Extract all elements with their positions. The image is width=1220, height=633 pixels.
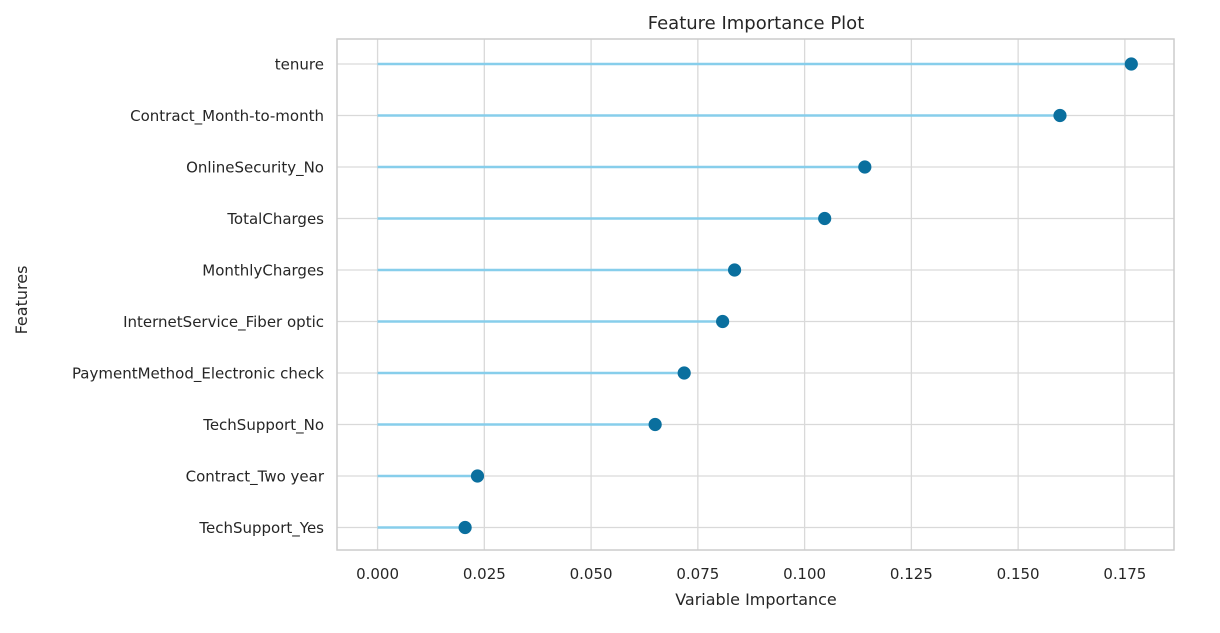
x-tick-label: 0.100: [783, 565, 826, 583]
y-tick-label: TechSupport_Yes: [198, 519, 324, 538]
x-tick-label: 0.125: [890, 565, 933, 583]
x-tick-label: 0.175: [1103, 565, 1146, 583]
y-tick-label: TotalCharges: [226, 210, 324, 228]
labels-layer: 0.000 0.025 0.050 0.075 0.100 0.125 0.150 0.175…: [72, 56, 1146, 584]
x-tick-label: 0.050: [570, 565, 613, 583]
y-tick-label: InternetService_Fiber optic: [123, 313, 324, 332]
y-tick-label: PaymentMethod_Electronic check: [72, 365, 324, 384]
lollipop-point: [727, 263, 742, 277]
chart-title: Feature Importance Plot: [648, 13, 865, 34]
lollipop-point: [458, 520, 472, 535]
x-tick-label: 0.150: [997, 565, 1040, 583]
y-axis-label: Features: [12, 266, 31, 335]
x-axis-label: Variable Importance: [675, 590, 837, 609]
lollipop-point: [858, 160, 872, 174]
lollipop-point: [716, 314, 730, 329]
y-tick-label: OnlineSecurity_No: [186, 159, 324, 178]
y-tick-label: Contract_Two year: [186, 468, 325, 487]
lollipop-point: [1124, 57, 1138, 71]
x-tick-label: 0.075: [676, 565, 719, 583]
y-tick-label: MonthlyCharges: [202, 262, 324, 280]
lollipop-point: [818, 211, 832, 226]
lollipop-point: [677, 366, 691, 380]
x-tick-label: 0.025: [463, 565, 506, 583]
y-tick-label: TechSupport_No: [202, 416, 324, 435]
x-tick-label: 0.000: [356, 565, 399, 583]
lollipop-point: [1053, 108, 1067, 123]
y-tick-label: Contract_Month-to-month: [130, 107, 324, 126]
plot-frame: [336, 38, 1175, 551]
lollipop-point: [648, 417, 662, 432]
lollipop-point: [470, 469, 485, 483]
marks-layer: [377, 57, 1138, 535]
y-tick-label: tenure: [275, 56, 324, 74]
